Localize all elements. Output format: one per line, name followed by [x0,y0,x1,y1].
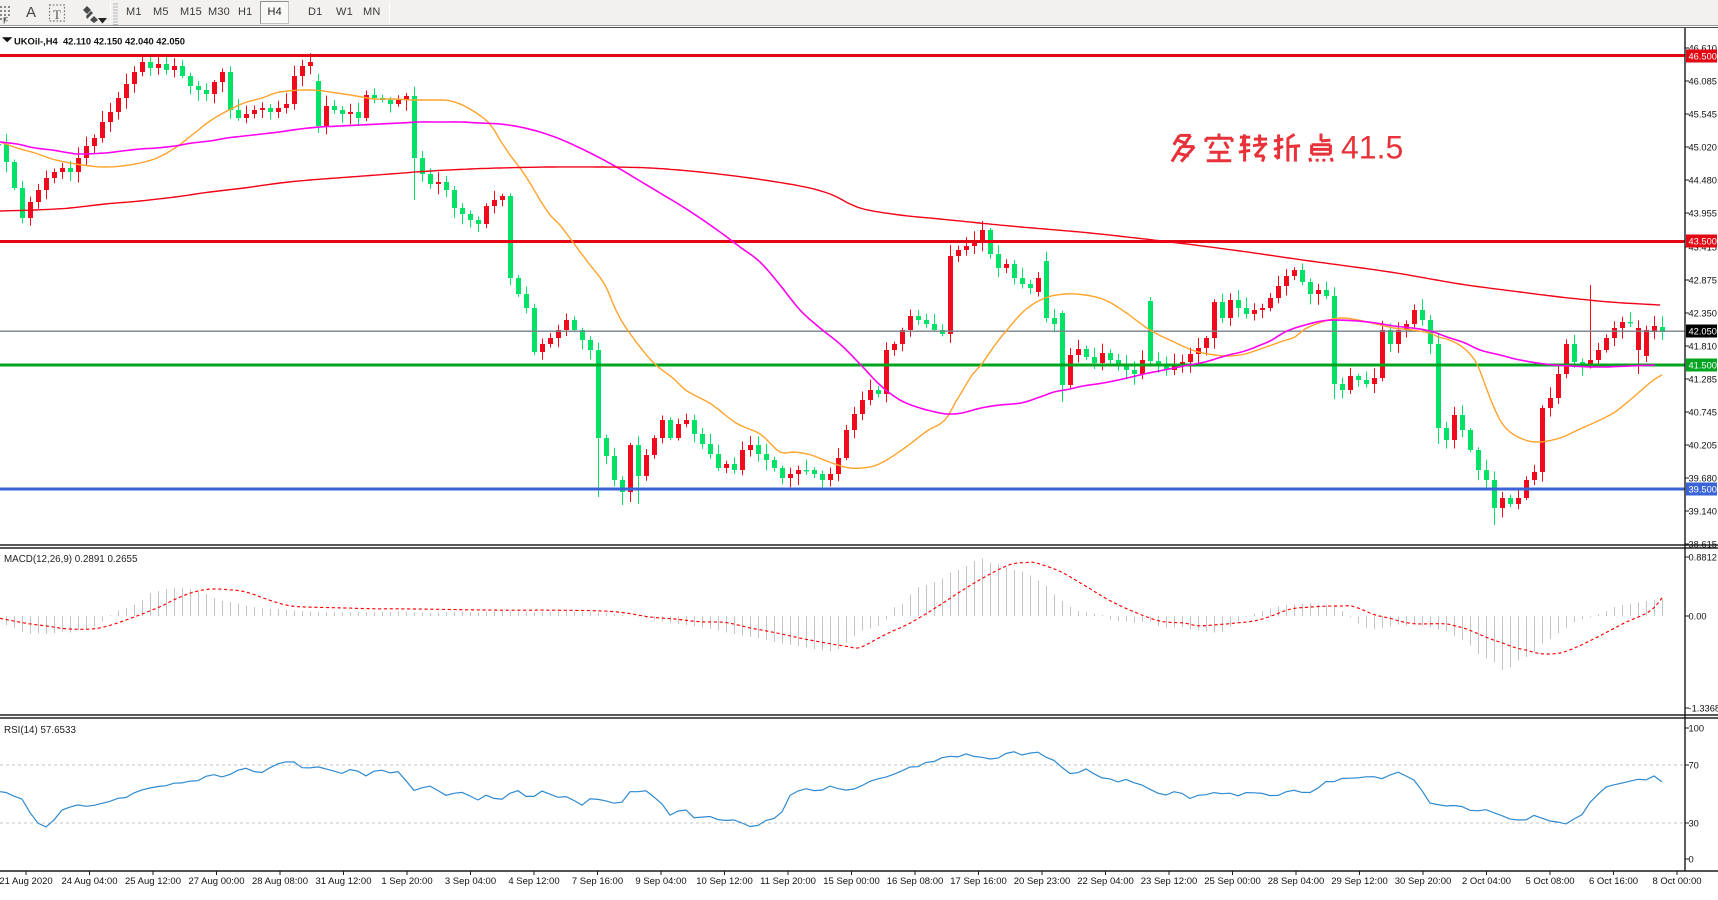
svg-text:39.500: 39.500 [1689,484,1717,494]
svg-text:40.745: 40.745 [1689,407,1717,417]
svg-text:39.680: 39.680 [1689,473,1717,483]
svg-text:21 Aug 2020: 21 Aug 2020 [0,876,53,887]
svg-text:23 Sep 12:00: 23 Sep 12:00 [1141,876,1198,887]
svg-text:7 Sep 16:00: 7 Sep 16:00 [572,876,623,887]
svg-text:1 Sep 20:00: 1 Sep 20:00 [381,876,432,887]
svg-text:10 Sep 12:00: 10 Sep 12:00 [696,876,753,887]
svg-text:42.050: 42.050 [1689,326,1717,336]
svg-text:41.285: 41.285 [1689,374,1717,384]
svg-text:30 Sep 20:00: 30 Sep 20:00 [1395,876,1452,887]
svg-text:8 Oct 00:00: 8 Oct 00:00 [1652,876,1701,887]
svg-text:43.955: 43.955 [1689,208,1717,218]
svg-text:39.140: 39.140 [1689,506,1717,516]
svg-text:30: 30 [1689,818,1699,828]
svg-text:24 Aug 04:00: 24 Aug 04:00 [62,876,118,887]
svg-text:0.00: 0.00 [1689,611,1707,621]
svg-text:25 Sep 00:00: 25 Sep 00:00 [1204,876,1261,887]
svg-text:MACD(12,26,9) 0.2891 0.2655: MACD(12,26,9) 0.2891 0.2655 [4,554,138,565]
svg-text:17 Sep 16:00: 17 Sep 16:00 [950,876,1007,887]
svg-text:41.500: 41.500 [1689,360,1717,370]
svg-text:45.545: 45.545 [1689,109,1717,119]
svg-text:15 Sep 00:00: 15 Sep 00:00 [823,876,880,887]
svg-text:42.350: 42.350 [1689,308,1717,318]
svg-text:11 Sep 20:00: 11 Sep 20:00 [760,876,816,887]
svg-text:UKOil-,H4 42.110 42.150 42.04: UKOil-,H4 42.110 42.150 42.040 42.050 [14,36,185,47]
svg-text:5 Oct 08:00: 5 Oct 08:00 [1525,876,1574,887]
svg-text:25 Aug 12:00: 25 Aug 12:00 [125,876,181,887]
svg-text:16 Sep 08:00: 16 Sep 08:00 [887,876,944,887]
svg-text:6 Oct 16:00: 6 Oct 16:00 [1589,876,1638,887]
svg-text:28 Aug 08:00: 28 Aug 08:00 [252,876,308,887]
svg-text:70: 70 [1689,760,1699,770]
svg-text:3 Sep 04:00: 3 Sep 04:00 [445,876,496,887]
svg-text:29 Sep 12:00: 29 Sep 12:00 [1331,876,1388,887]
svg-text:38.615: 38.615 [1689,539,1717,549]
svg-text:9 Sep 04:00: 9 Sep 04:00 [635,876,686,887]
svg-text:100: 100 [1689,723,1705,733]
svg-text:41.810: 41.810 [1689,341,1717,351]
svg-text:22 Sep 04:00: 22 Sep 04:00 [1077,876,1134,887]
svg-text:44.480: 44.480 [1689,175,1717,185]
svg-text:-1.3368: -1.3368 [1689,703,1718,713]
svg-text:F: F [3,16,8,26]
svg-text:46.085: 46.085 [1689,76,1717,86]
svg-text:2 Oct 04:00: 2 Oct 04:00 [1462,876,1511,887]
svg-text:0: 0 [1689,854,1694,864]
svg-text:28 Sep 04:00: 28 Sep 04:00 [1268,876,1325,887]
svg-text:20 Sep 23:00: 20 Sep 23:00 [1014,876,1071,887]
svg-text:0.8812: 0.8812 [1689,552,1717,562]
svg-text:43.500: 43.500 [1689,236,1717,246]
svg-text:40.205: 40.205 [1689,440,1717,450]
svg-text:31 Aug 12:00: 31 Aug 12:00 [316,876,372,887]
svg-text:41.5: 41.5 [1341,130,1403,166]
svg-text:45.020: 45.020 [1689,142,1717,152]
svg-text:RSI(14) 57.6533: RSI(14) 57.6533 [4,725,76,736]
svg-text:42.875: 42.875 [1689,275,1717,285]
svg-text:4 Sep 12:00: 4 Sep 12:00 [508,876,559,887]
svg-text:T: T [53,7,61,22]
svg-text:27 Aug 00:00: 27 Aug 00:00 [189,876,245,887]
svg-text:46.500: 46.500 [1689,51,1717,61]
